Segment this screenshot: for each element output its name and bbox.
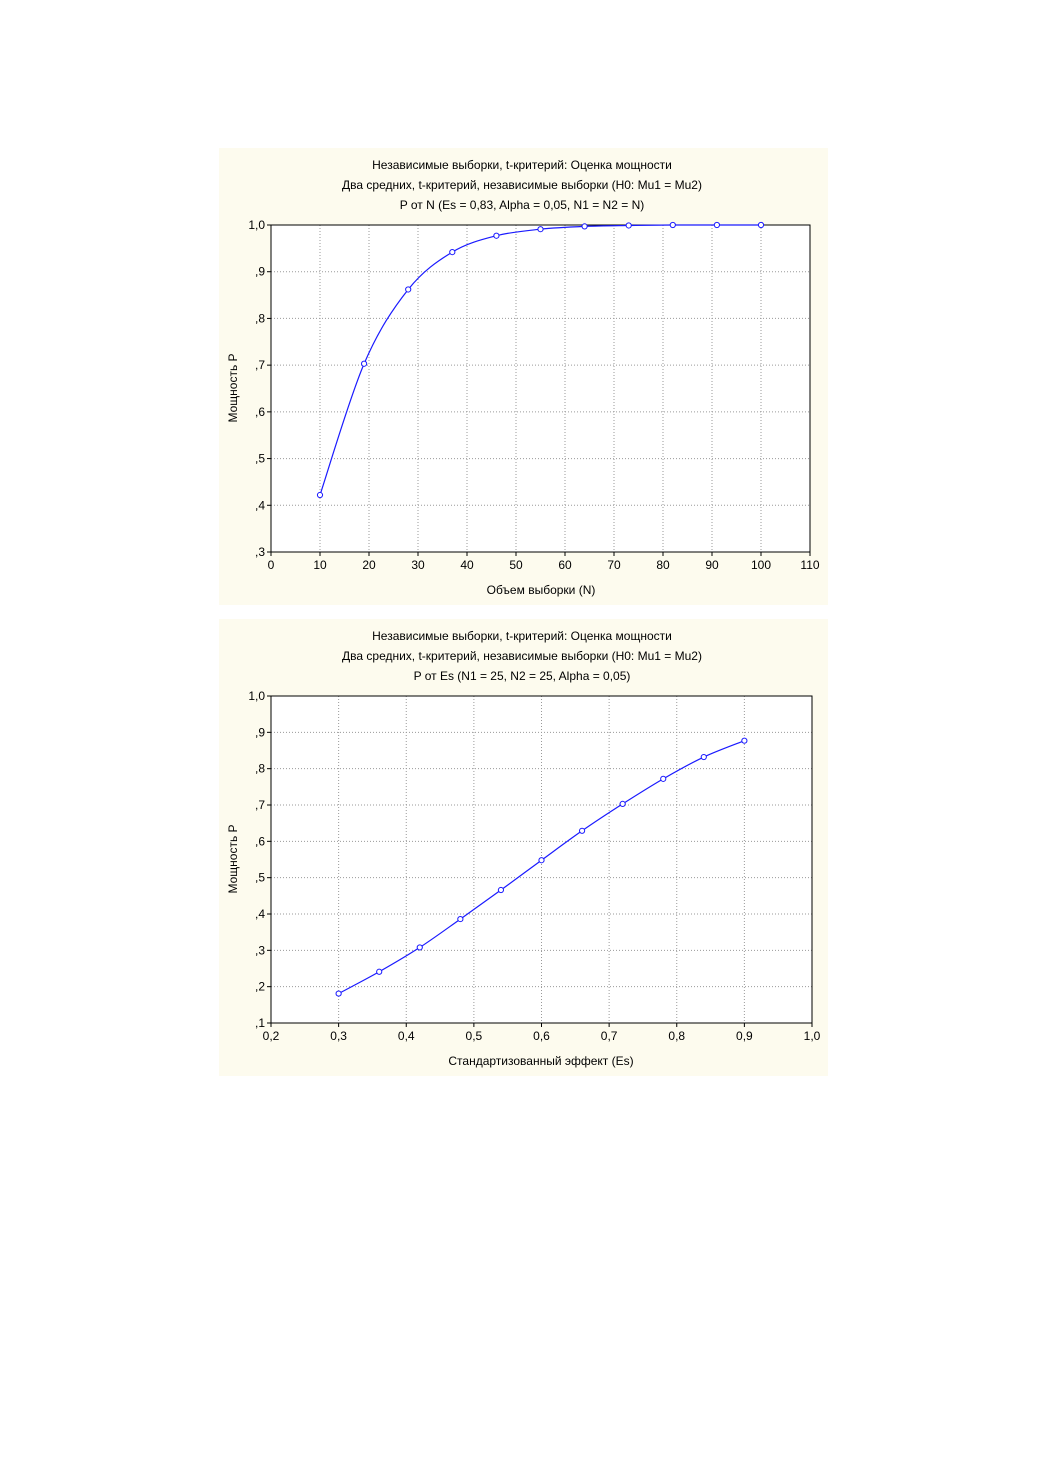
y-tick-label: ,5 [255, 452, 265, 466]
y-tick-label: ,4 [255, 498, 265, 512]
y-tick-label: ,3 [255, 943, 265, 957]
x-tick-label: 0,2 [263, 1029, 280, 1043]
x-tick-label: 0,4 [398, 1029, 415, 1043]
chart-power-vs-es: Независимые выборки, t-критерий: Оценка … [226, 629, 821, 1068]
y-tick-label: ,1 [255, 1016, 265, 1030]
x-tick-label: 0,9 [736, 1029, 753, 1043]
data-point [457, 915, 464, 923]
series-layer [316, 221, 765, 499]
data-point [625, 222, 632, 229]
data-point [700, 753, 707, 761]
y-tick-label: ,3 [255, 545, 265, 559]
chart-title: Независимые выборки, t-критерий: Оценка … [372, 158, 672, 172]
x-tick-label: 70 [607, 558, 621, 572]
chart-subtitle: Два средних, t-критерий, независимые выб… [342, 178, 702, 192]
y-tick-label: 1,0 [248, 218, 265, 232]
y-tick-label: ,4 [255, 907, 265, 921]
chart-panel-power-vs-es: Независимые выборки, t-критерий: Оценка … [219, 619, 828, 1076]
tick-layer: 0 10 20 30 40 50 60 70 80 90 100 110 ,3 ,4 ,5 ,6 ,7 ,8 ,9 1… [248, 218, 820, 572]
data-point [581, 223, 588, 230]
x-tick-label: 0,6 [533, 1029, 550, 1043]
data-point [416, 944, 423, 951]
y-axis-label: Мощность P [226, 824, 240, 893]
plot-frame [270, 224, 811, 553]
x-tick-label: 40 [460, 558, 474, 572]
chart-subtitle: Два средних, t-критерий, независимые выб… [342, 649, 702, 663]
x-tick-label: 0,5 [466, 1029, 483, 1043]
data-point [741, 737, 748, 744]
x-tick-label: 100 [751, 558, 771, 572]
y-tick-label: ,6 [255, 405, 265, 419]
x-tick-label: 0,3 [330, 1029, 347, 1043]
data-point [537, 226, 544, 233]
data-point [713, 221, 720, 229]
data-point [335, 990, 342, 997]
x-tick-label: 50 [509, 558, 523, 572]
data-point [361, 360, 368, 367]
series-layer [335, 737, 748, 997]
y-tick-label: ,6 [255, 834, 265, 848]
data-point [493, 232, 500, 239]
x-tick-label: 1,0 [804, 1029, 821, 1043]
data-point [316, 491, 324, 499]
y-tick-label: ,8 [255, 762, 265, 776]
x-axis-label: Объем выборки (N) [487, 583, 596, 597]
y-tick-label: ,9 [255, 265, 265, 279]
grid [270, 224, 811, 553]
data-point [619, 800, 626, 808]
x-tick-label: 60 [558, 558, 572, 572]
x-tick-label: 0,7 [601, 1029, 618, 1043]
x-axis-label: Стандартизованный эффект (Es) [448, 1054, 633, 1068]
x-tick-label: 0 [268, 558, 275, 572]
chart-title: Независимые выборки, t-критерий: Оценка … [372, 629, 672, 643]
chart-power-vs-n: Независимые выборки, t-критерий: Оценка … [226, 158, 820, 597]
series-line [319, 224, 761, 496]
x-tick-label: 0,8 [668, 1029, 685, 1043]
data-point [669, 221, 676, 229]
y-tick-label: ,7 [255, 358, 265, 372]
x-tick-label: 20 [362, 558, 376, 572]
x-tick-label: 110 [800, 558, 819, 572]
y-tick-label: 1,0 [248, 689, 265, 703]
chart-subtitle-2: P от Es (N1 = 25, N2 = 25, Alpha = 0,05) [414, 669, 631, 683]
y-tick-label: ,7 [255, 798, 265, 812]
y-tick-label: ,2 [255, 980, 265, 994]
chart-panel-power-vs-n: Независимые выборки, t-критерий: Оценка … [219, 148, 828, 605]
x-tick-label: 30 [411, 558, 425, 572]
data-point [757, 221, 765, 229]
y-axis-label: Мощность P [226, 353, 240, 422]
tick-layer: 0,2 0,3 0,4 0,5 0,6 0,7 0,8 0,9 1,0 ,1 ,2 ,3 ,4 ,5 ,6,… [248, 689, 820, 1043]
data-point [376, 968, 383, 975]
data-point [497, 886, 505, 894]
y-tick-label: ,9 [255, 725, 265, 739]
data-point [538, 857, 545, 864]
chart-subtitle-2: P от N (Es = 0,83, Alpha = 0,05, N1 = N2… [400, 198, 644, 212]
x-tick-label: 10 [313, 558, 327, 572]
data-point [405, 286, 412, 293]
data-point [578, 827, 586, 834]
y-tick-label: ,5 [255, 871, 265, 885]
y-tick-label: ,8 [255, 311, 265, 325]
data-point [449, 248, 456, 256]
x-tick-label: 80 [656, 558, 670, 572]
data-point [660, 775, 667, 782]
x-tick-label: 90 [705, 558, 719, 572]
plot-area [271, 225, 810, 552]
